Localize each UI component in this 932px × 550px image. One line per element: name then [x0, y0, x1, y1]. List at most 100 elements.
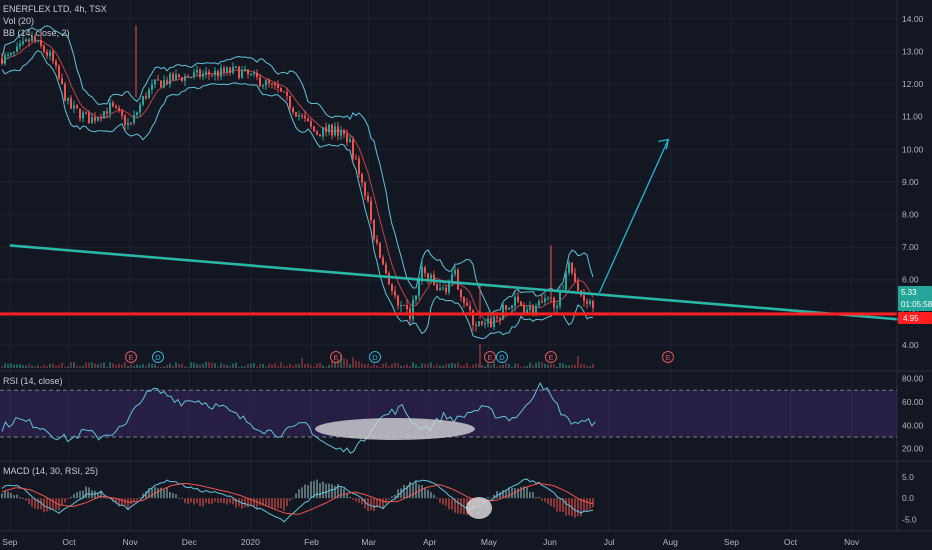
volume-bar [253, 363, 255, 368]
bb-legend[interactable]: BB (14, close, 2) [3, 28, 70, 38]
candle-body [451, 274, 453, 284]
macd-histogram-bar [115, 498, 117, 504]
candle-body [361, 174, 363, 183]
countdown-text: 01:05:58 [901, 300, 932, 309]
candle-body [193, 72, 195, 78]
price-tick-label: 14.00 [902, 14, 924, 24]
volume-bar [181, 363, 183, 368]
volume-bar [493, 362, 495, 368]
volume-bar [175, 362, 177, 368]
volume-bar [76, 365, 78, 368]
price-candles [1, 25, 594, 332]
volume-bar [430, 362, 432, 368]
volume-bar [52, 363, 54, 368]
candle-body [121, 110, 123, 116]
candle-body [418, 279, 420, 296]
macd-histogram-bar [271, 498, 273, 508]
candle-body [385, 264, 387, 274]
candle-body [514, 296, 516, 306]
volume-bar [397, 363, 399, 368]
price-tick-label: 4.00 [902, 340, 919, 350]
macd-histogram-bar [79, 490, 81, 499]
volume-bar [160, 366, 162, 368]
candle-body [88, 112, 90, 124]
macd-histogram-bar [259, 498, 261, 506]
macd-histogram-bar [187, 498, 189, 504]
volume-bar [571, 364, 573, 368]
candle-body [277, 85, 279, 88]
candle-body [487, 318, 489, 324]
projection-arrow[interactable] [598, 138, 670, 294]
candle-body [43, 45, 45, 52]
volume-bar [211, 362, 213, 368]
candle-body [331, 124, 333, 136]
rsi-legend[interactable]: RSI (14, close) [3, 376, 63, 386]
chart-title[interactable]: ENERFLEX LTD, 4h, TSX [3, 4, 107, 14]
macd-histogram-bar [268, 498, 270, 508]
candle-body [565, 272, 567, 291]
macd-histogram-bar [256, 498, 258, 509]
candle-body [412, 299, 414, 320]
macd-histogram-bar [31, 498, 33, 507]
volume-legend[interactable]: Vol (20) [3, 16, 35, 26]
volume-bar [31, 365, 33, 368]
volume-bar [565, 364, 567, 368]
macd-highlight-ellipse[interactable] [466, 497, 492, 519]
volume-bar [331, 361, 333, 368]
candle-body [22, 41, 24, 44]
macd-histogram-bar [460, 498, 462, 514]
volume-bar [526, 365, 528, 368]
macd-line [1, 478, 594, 523]
macd-legend[interactable]: MACD (14, 30, RSI, 25) [3, 466, 99, 476]
volume-bar [235, 362, 237, 368]
candle-body [457, 269, 459, 290]
time-tick-label: Sep [2, 537, 17, 547]
candle-body [445, 287, 447, 293]
candle-body [406, 305, 408, 309]
volume-bar [469, 366, 471, 368]
macd-histogram-bar [109, 498, 111, 500]
volume-bar [49, 363, 51, 368]
rsi-highlight-ellipse[interactable] [315, 418, 475, 440]
macd-histogram-bar [154, 486, 156, 499]
macd-histogram-bar [76, 492, 78, 499]
descending-trendline[interactable] [9, 244, 932, 324]
macd-tick-label: -5.0 [902, 514, 917, 524]
volume-bar [148, 363, 150, 368]
volume-bar [274, 363, 276, 368]
candle-body [520, 301, 522, 306]
volume-bar [280, 362, 282, 368]
candle-body [130, 122, 132, 124]
volume-bar [73, 362, 75, 368]
volume-bar [37, 365, 39, 368]
volume-bar [70, 362, 72, 368]
volume-bar [268, 363, 270, 368]
macd-histogram-bar [562, 498, 564, 513]
macd-histogram-bar [514, 488, 516, 499]
candle-body [352, 139, 354, 159]
candle-body [424, 267, 426, 273]
candle-body [97, 117, 99, 121]
macd-histogram-bar [385, 498, 387, 504]
candle-body [211, 74, 213, 76]
time-tick-label: Aug [663, 537, 678, 547]
candle-body [1, 57, 3, 64]
volume-bar [19, 364, 21, 368]
macd-histogram-bar [505, 489, 507, 499]
candle-body [541, 301, 543, 303]
volume-bar [196, 364, 198, 368]
candle-body [82, 112, 84, 119]
volume-bar [91, 362, 93, 368]
macd-histogram-bar [415, 481, 417, 499]
volume-bar [388, 365, 390, 368]
macd-histogram-bar [169, 491, 171, 499]
volume-bar [535, 362, 537, 368]
macd-histogram-bar [184, 498, 186, 504]
macd-histogram-bar [376, 498, 378, 508]
macd-histogram-bar [247, 498, 249, 508]
macd-histogram-bar [523, 486, 525, 499]
volume-bar [520, 366, 522, 368]
macd-histogram-bar [16, 494, 18, 499]
price-tick-label: 8.00 [902, 209, 919, 219]
